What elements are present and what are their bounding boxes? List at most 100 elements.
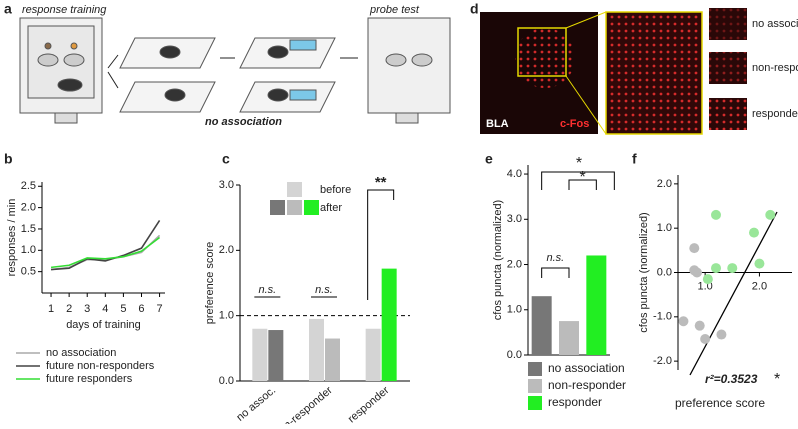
point (700, 333, 711, 344)
x-tick-label: responder (346, 384, 392, 424)
annotation: n.s. (315, 284, 333, 296)
legend-label: future responders (46, 373, 133, 385)
y-tick-label: 1.0 (21, 244, 36, 256)
point (765, 209, 776, 220)
annotation: * (774, 371, 780, 388)
point (749, 227, 759, 238)
y-axis-label: cfos puncta (normalized) (638, 212, 650, 332)
y-tick-label: 3.0 (507, 213, 522, 225)
y-tick-label: 0.0 (507, 349, 522, 361)
label: c-Fos (560, 118, 589, 130)
point (692, 267, 702, 278)
y-tick-label: 2.0 (219, 244, 234, 256)
legend-label: no association (46, 347, 116, 359)
label: no association (752, 18, 798, 30)
bar (268, 330, 284, 381)
panel-letter: c (222, 151, 230, 167)
point (754, 258, 765, 269)
annotation: * (580, 169, 586, 186)
y-tick-label: 1.5 (21, 223, 36, 235)
panel-letter: e (485, 151, 493, 167)
y-axis-label: preference score (204, 242, 216, 325)
legend-swatch (287, 182, 302, 197)
y-tick-label: 1.0 (219, 310, 234, 322)
bracket (568, 179, 597, 190)
y-tick-label: 4.0 (507, 168, 522, 180)
point (702, 274, 713, 285)
legend-label: non-responder (548, 378, 626, 392)
y-tick-label: 3.0 (219, 179, 234, 191)
x-tick-label: 1 (48, 303, 54, 315)
panel-letter: f (632, 151, 637, 167)
y-tick-label: 0.0 (657, 266, 672, 278)
annotation: r²=0.3523 (705, 372, 758, 386)
panel-d-art (480, 8, 747, 135)
annotation: n.s. (258, 284, 276, 296)
point (694, 320, 705, 331)
y-tick-label: 1.0 (507, 304, 522, 316)
label: no association (205, 116, 282, 128)
legend-swatch (528, 362, 542, 376)
series-line (50, 236, 161, 269)
label: non-responder (752, 62, 798, 74)
label: BLA (486, 118, 509, 130)
series-line (50, 219, 161, 271)
annotation: * (576, 155, 582, 172)
point (727, 263, 738, 274)
point (716, 329, 727, 340)
y-tick-label: 2.0 (21, 202, 36, 214)
bar (559, 321, 579, 355)
x-tick-label: 6 (138, 303, 144, 315)
bar (531, 296, 552, 355)
panel-letter: d (470, 1, 479, 17)
legend-label: before (320, 184, 351, 196)
bar (365, 328, 381, 381)
panel-a-art (19, 17, 451, 124)
y-tick-label: 2.5 (21, 180, 36, 192)
x-tick-label: 2.0 (752, 280, 767, 292)
point (711, 209, 721, 220)
legend-swatch (528, 396, 542, 410)
bar (586, 255, 607, 355)
x-axis-label: days of training (66, 319, 141, 331)
x-tick-label: no assoc. (234, 384, 278, 423)
x-axis-label: preference score (675, 396, 765, 410)
bracket (367, 189, 395, 300)
x-tick-label: 5 (120, 303, 126, 315)
x-tick-label: 3 (84, 303, 90, 315)
label: probe test (369, 4, 420, 16)
bracket (541, 171, 615, 190)
y-tick-label: 0.5 (21, 266, 36, 278)
y-tick-label: 2.0 (507, 258, 522, 270)
annotation: n.s. (546, 252, 564, 264)
y-axis-label: responses / min (6, 199, 18, 277)
legend-label: future non-responders (46, 360, 155, 372)
legend-label: no association (548, 361, 625, 375)
x-tick-label: 4 (102, 303, 108, 315)
bar (309, 318, 324, 381)
label: response training (22, 4, 107, 16)
y-tick-label: 2.0 (657, 178, 672, 190)
significance: ** (375, 174, 387, 191)
point (678, 316, 689, 327)
bar (252, 328, 268, 381)
y-tick-label: 0.0 (219, 375, 234, 387)
label: responder (752, 108, 798, 120)
x-tick-label: 7 (157, 303, 163, 315)
series-line (50, 234, 161, 271)
panel-letter: a (4, 1, 12, 17)
legend-swatch (528, 379, 542, 393)
bracket (541, 267, 570, 278)
bar (325, 338, 340, 381)
y-tick-label: -1.0 (653, 311, 672, 323)
legend-swatch (304, 200, 319, 215)
legend-swatch (270, 200, 285, 215)
panel-letter: b (4, 151, 13, 167)
x-tick-label: 2 (66, 303, 72, 315)
bar (381, 268, 397, 381)
legend-label: after (320, 202, 342, 214)
legend-label: responder (548, 395, 602, 409)
point (689, 243, 700, 254)
x-tick-label: non-responder (272, 384, 335, 424)
